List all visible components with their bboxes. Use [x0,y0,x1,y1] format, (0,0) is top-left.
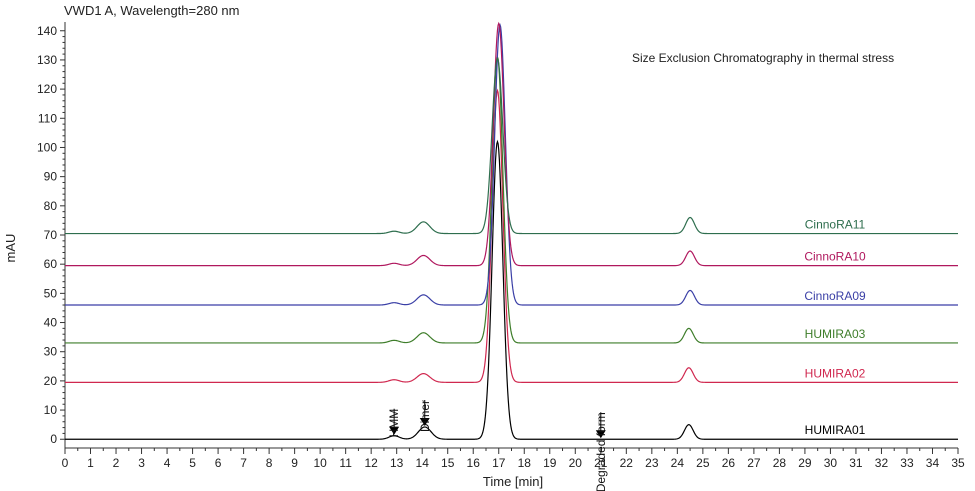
series-line-cinnora09 [65,22,958,306]
series-line-cinnora10 [65,21,958,267]
x-tick-label: 14 [416,456,430,470]
x-tick-label: 11 [339,456,352,470]
x-tick-label: 13 [390,456,404,470]
x-tick-label: 8 [266,456,273,470]
chart-title: Size Exclusion Chromatography in thermal… [632,51,894,65]
series-line-cinnora11 [65,57,958,235]
chart-header: VWD1 A, Wavelength=280 nm [64,3,239,18]
x-tick-label: 34 [926,456,940,470]
annotation-label-hmm: HMM [387,409,401,438]
x-axis-label: Time [min] [483,474,543,489]
x-tick-label: 19 [543,456,557,470]
y-tick-label: 110 [38,111,57,125]
y-tick-label: 10 [44,403,58,417]
x-tick-label: 17 [492,456,506,470]
annotation-arrow-hmm [389,426,400,435]
annotation-arrow-dimer [419,417,430,426]
x-tick-label: 35 [951,456,965,470]
plot-area [65,21,958,440]
series-label-humira03: HUMIRA03 [805,327,866,341]
x-tick-label: 0 [62,456,69,470]
x-tick-label: 4 [164,456,171,470]
annotation-label-dimer: Dimer [418,400,432,432]
x-tick-label: 3 [138,456,145,470]
x-tick-label: 24 [671,456,685,470]
x-tick-label: 18 [518,456,532,470]
y-tick-label: 80 [44,199,58,213]
y-tick-label: 140 [37,24,57,38]
x-tick-label: 32 [875,456,889,470]
y-tick-label: 0 [50,432,57,446]
x-tick-label: 25 [696,456,710,470]
y-tick-label: 90 [44,170,58,184]
y-tick-label: 40 [44,316,58,330]
y-tick-label: 130 [37,53,57,67]
x-tick-label: 27 [747,456,761,470]
x-tick-label: 33 [900,456,914,470]
peak-annotations: HMM Dimer Degraded form [387,400,608,491]
y-tick-label: 50 [44,286,58,300]
x-tick-label: 16 [467,456,481,470]
x-tick-label: 15 [441,456,455,470]
x-tick-label: 6 [215,456,222,470]
x-tick-label: 29 [798,456,812,470]
y-tick-label: 100 [37,140,57,154]
x-tick-label: 30 [824,456,838,470]
x-tick-label: 21 [594,456,608,470]
y-axis-label: mAU [3,234,18,263]
x-tick-label: 2 [113,456,120,470]
series-label-humira02: HUMIRA02 [805,366,866,380]
y-tick-label: 20 [44,374,58,388]
y-tick-label: 30 [44,345,58,359]
series-line-humira03 [65,55,958,344]
annotation-arrow-degraded-form [595,430,606,439]
x-tick-label: 31 [849,456,863,470]
x-tick-label: 1 [87,456,94,470]
x-tick-label: 7 [240,456,247,470]
x-tick-label: 5 [189,456,196,470]
y-tick-label: 70 [44,228,58,242]
annotation-label-degraded-form: Degraded form [594,412,608,491]
series-line-humira01 [65,139,958,440]
x-tick-label: 20 [569,456,583,470]
x-tick-label: 22 [620,456,634,470]
y-tick-label: 60 [44,257,58,271]
x-tick-label: 12 [364,456,378,470]
series-label-cinnora10: CinnoRA10 [804,250,866,264]
x-tick-label: 10 [313,456,327,470]
series-labels: HUMIRA01 HUMIRA02 HUMIRA03 CinnoRA09 CinnoRA… [804,218,866,438]
x-tick-label: 23 [645,456,659,470]
series-line-humira02 [65,88,958,383]
series-label-humira01: HUMIRA01 [805,423,866,437]
x-tick-label: 26 [722,456,736,470]
x-tick-label: 28 [773,456,787,470]
series-label-cinnora09: CinnoRA09 [804,289,866,303]
series-label-cinnora11: CinnoRA11 [805,218,866,232]
x-tick-label: 9 [291,456,298,470]
y-tick-label: 120 [37,82,57,96]
